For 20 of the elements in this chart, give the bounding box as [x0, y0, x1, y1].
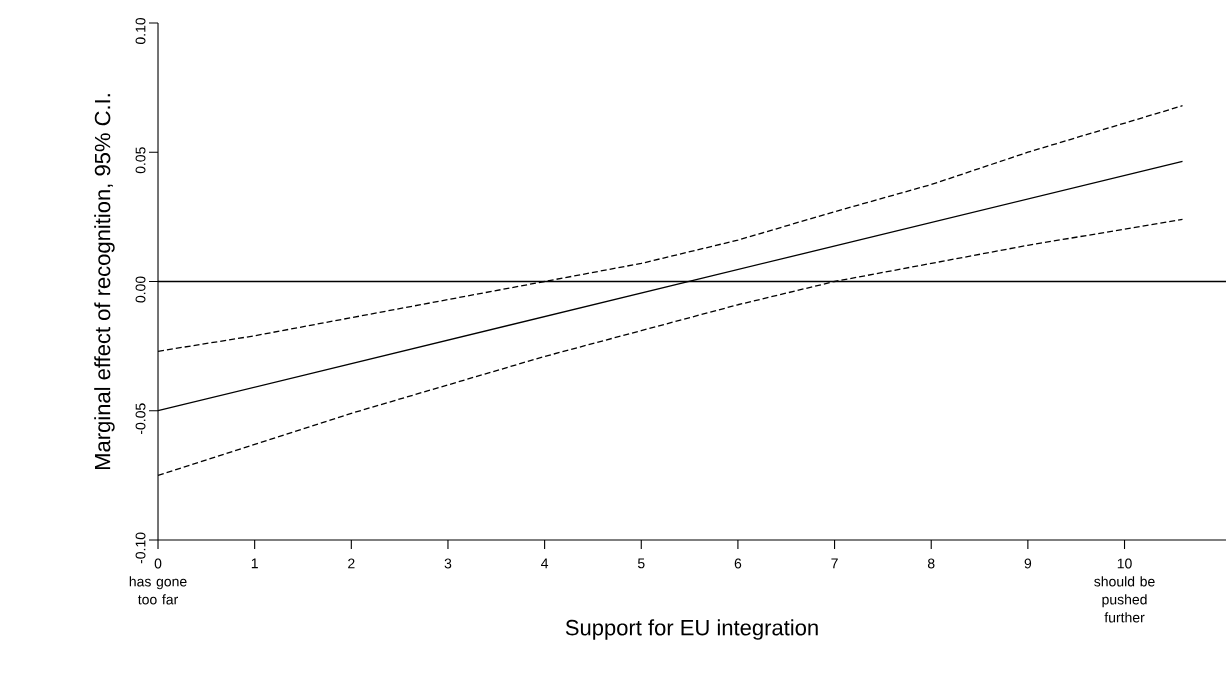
y-tick-label: -0.10 [135, 532, 146, 564]
y-tick-label: 0.00 [135, 276, 146, 303]
x-tick-label: 7 [831, 558, 838, 569]
y-axis-title: Marginal effect of recognition, 95% C.I. [94, 94, 115, 470]
x-tick-label: 2 [348, 558, 355, 569]
x-tick-label: 1 [251, 558, 258, 569]
x-tick-label: 10 [1117, 558, 1132, 569]
x-tick-label: 6 [734, 558, 742, 569]
y-tick-label: -0.05 [135, 403, 146, 435]
x-axis-title: Support for EU integration [565, 619, 818, 640]
text: should be pushed further [1094, 576, 1155, 623]
x-tick-label: 0 [154, 558, 162, 569]
y-tick-label: 0.05 [135, 147, 146, 174]
x-tick-label: 3 [444, 558, 452, 569]
x-tick-label: 9 [1024, 558, 1032, 569]
x-tick-label: 5 [637, 558, 645, 569]
text: has gone too far [129, 576, 187, 605]
y-tick-label: 0.10 [135, 17, 146, 45]
x-tick-label: 8 [927, 558, 935, 569]
x-tick-label: 4 [541, 558, 549, 569]
